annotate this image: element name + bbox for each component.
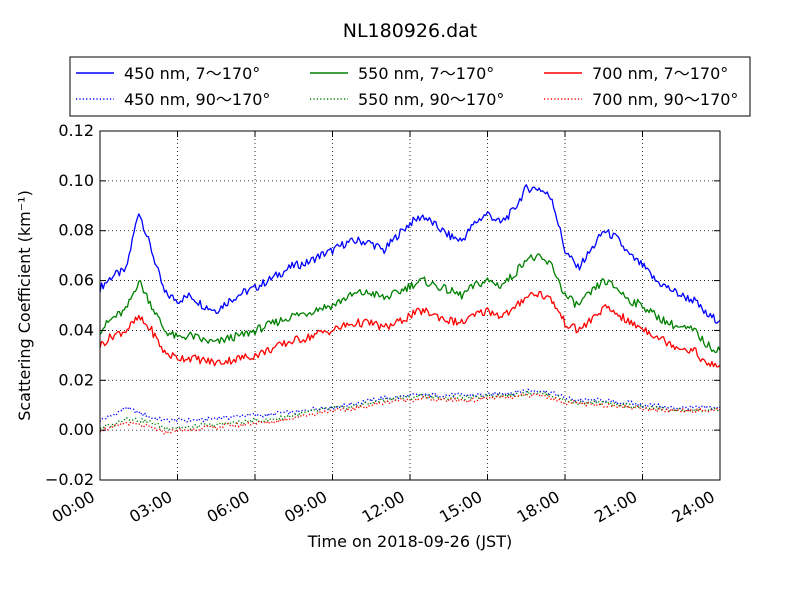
series-line-3 [99, 390, 721, 431]
chart-title: NL180926.dat [343, 20, 478, 42]
series-line-2 [99, 253, 721, 354]
y-tick-label-2: 0.02 [58, 370, 94, 389]
legend-label-5: 700 nm, 90～170° [592, 90, 738, 109]
y-tick-label-0: −0.02 [45, 470, 94, 489]
legend-label-0: 450 nm, 7～170° [124, 64, 260, 83]
legend-label-3: 550 nm, 90～170° [358, 90, 504, 109]
legend-label-4: 700 nm, 7～170° [592, 64, 728, 83]
series-line-4 [99, 290, 721, 368]
legend: 450 nm, 7～170° 550 nm, 7～170° 700 nm, 7～17… [69, 56, 751, 117]
y-tick-label-3: 0.04 [58, 320, 94, 339]
x-axis-label: Time on 2018-09-26 (JST) [307, 532, 512, 551]
legend-label-2: 550 nm, 7～170° [358, 64, 494, 83]
series-line-5 [99, 392, 721, 436]
plot-area: 00:00 03:00 06:00 09:00 12:00 15:00 18:00 21:00… [45, 121, 721, 527]
series-line-0 [99, 184, 721, 324]
y-tick-label-5: 0.08 [58, 221, 94, 240]
y-axis-label: Scattering Coefficient (km⁻¹) [15, 190, 34, 421]
series-line-1 [99, 388, 721, 423]
y-tick-label-6: 0.10 [58, 171, 94, 190]
y-tick-label-4: 0.06 [58, 271, 94, 290]
y-tick-label-1: 0.00 [58, 420, 94, 439]
legend-label-1: 450 nm, 90～170° [124, 90, 270, 109]
series-group [99, 184, 721, 436]
y-tick-label-7: 0.12 [58, 121, 94, 140]
legend-frame [69, 56, 751, 117]
